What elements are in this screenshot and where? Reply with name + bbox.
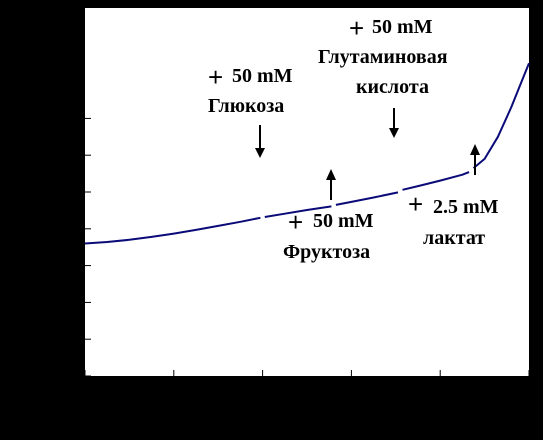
annotation-glutamate-name-line1: Глутаминовая: [318, 46, 448, 68]
annotation-glutamate-concentration: 50 mM: [372, 16, 433, 38]
annotation-fructose-name: Фруктоза: [283, 241, 370, 263]
annotation-glucose-arrowhead: [255, 148, 265, 158]
plot-area: [85, 8, 529, 376]
series-0-segment-4: [472, 62, 530, 169]
annotation-glutamate-name-line2: кислота: [356, 76, 429, 98]
annotation-glucose-concentration: 50 mM: [232, 65, 293, 87]
annotation-glutamate-plus: +: [349, 13, 364, 43]
series-0-segment-1: [264, 205, 332, 218]
annotation-glutamate-arrowhead: [389, 128, 399, 138]
annotation-fructose: + 50 mM Фруктоза: [283, 169, 374, 263]
annotation-fructose-concentration: 50 mM: [313, 210, 374, 232]
annotation-glucose: + 50 mM Глюкоза: [208, 62, 293, 158]
series-0-segment-0: [84, 216, 261, 245]
annotation-lactate: + 2.5 mM лактат: [408, 144, 499, 249]
annotation-glutamate: + 50 mM Глутаминовая кислота: [318, 13, 448, 138]
annotation-glucose-name: Глюкоза: [208, 95, 284, 117]
annotation-fructose-arrowhead: [326, 169, 336, 180]
series-0-segment-3: [402, 171, 470, 191]
series-0-segment-2: [335, 191, 399, 206]
series-group: [84, 62, 530, 245]
annotation-lactate-arrowhead: [470, 144, 480, 155]
annotation-lactate-concentration: 2.5 mM: [433, 196, 499, 218]
annotation-fructose-plus: +: [288, 207, 303, 237]
annotation-lactate-plus: +: [408, 189, 423, 219]
axis-ticks: [84, 117, 530, 377]
annotation-glucose-plus: +: [208, 62, 223, 92]
annotation-lactate-name: лактат: [423, 227, 485, 249]
